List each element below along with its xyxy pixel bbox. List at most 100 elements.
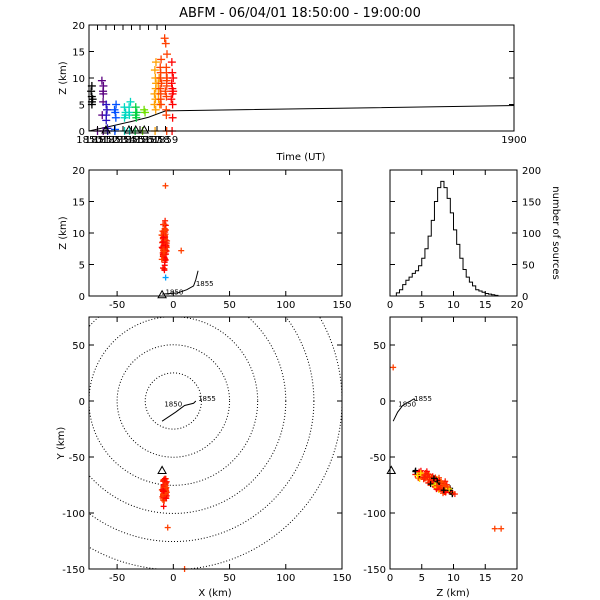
track-time-label: 1855	[414, 395, 432, 403]
z-vs-y-source	[427, 481, 434, 488]
time-height-source	[161, 39, 170, 48]
x-height-source	[160, 252, 167, 259]
plan-y-axis-label: Y (km)	[56, 427, 67, 461]
x-tick-label: 20	[511, 573, 524, 584]
x-tick-label: 15	[479, 573, 492, 584]
time-height-source	[168, 68, 177, 77]
z-vs-y-source	[440, 487, 447, 494]
x-height-source	[178, 247, 185, 254]
z-vs-y-source	[498, 525, 505, 532]
x-height-station-triangle	[157, 289, 167, 299]
time-height-source	[167, 58, 176, 67]
ground-height-line	[88, 105, 515, 132]
time-height-source	[112, 100, 121, 109]
z-vs-y-source	[437, 478, 444, 485]
time-height-y-label: Z (km)	[58, 61, 69, 94]
x-height-source	[161, 267, 168, 274]
x-tick-label: 0	[387, 300, 393, 311]
x-tick-label: -50	[109, 573, 125, 584]
range-ring	[116, 344, 231, 458]
time-height-source	[131, 103, 140, 112]
y-tick-label: 5	[79, 101, 85, 112]
track-time-label: 1855	[198, 395, 216, 403]
x-height-frame	[88, 169, 343, 297]
y-tick-label: 20	[72, 21, 85, 32]
x-tick-label: 5	[419, 300, 425, 311]
x-tick-label: 150	[332, 300, 351, 311]
x-tick-label: 10	[447, 573, 460, 584]
time-axis-label: Time (UT)	[276, 152, 326, 163]
y-tick-label: 10	[72, 74, 85, 85]
x-tick-label: 1853	[102, 135, 127, 146]
time-height-station-triangle	[101, 124, 111, 134]
x-tick-label: 100	[276, 300, 295, 311]
z-vs-y-source	[417, 470, 424, 477]
x-tick-label: 0	[387, 573, 393, 584]
y-tick-label: 10	[72, 229, 85, 240]
x-tick-label: 0	[170, 300, 176, 311]
x-tick-label: 1900	[501, 135, 526, 146]
z-vs-y-source	[430, 475, 437, 482]
x-tick-label: 50	[223, 300, 236, 311]
time-height-source	[157, 100, 166, 109]
x-tick-label: 1851	[85, 135, 110, 146]
x-tick-label: 1857	[136, 135, 161, 146]
plan-view-station-triangle	[157, 465, 167, 474]
time-height-source	[169, 74, 178, 82]
plan-x-axis-label: X (km)	[198, 588, 231, 599]
plan-view-source	[160, 487, 167, 494]
x-height-source	[163, 240, 170, 247]
time-height-source	[157, 55, 166, 64]
y-tick-label: 50	[72, 341, 85, 352]
x-height-source	[160, 234, 167, 241]
y-tick-label: 150	[522, 198, 541, 209]
time-height-source	[162, 50, 171, 59]
x-tick-label: 10	[447, 300, 460, 311]
storm-centroid-track	[161, 400, 197, 422]
track-time-label: 1850	[164, 401, 182, 409]
time-height-source	[151, 105, 160, 114]
y-tick-label: 5	[79, 261, 85, 272]
storm-centroid-track	[162, 270, 199, 295]
plan-view-source	[163, 495, 170, 502]
z-vs-y-x-label: Z (km)	[436, 588, 469, 599]
x-tick-label: 15	[479, 300, 492, 311]
x-height-source	[162, 217, 169, 224]
x-height-source	[161, 248, 168, 255]
y-tick-label: -150	[363, 565, 386, 576]
y-tick-label: 20	[72, 166, 85, 177]
z-vs-y-source	[414, 472, 421, 479]
x-height-source	[161, 227, 168, 234]
x-tick-label: 20	[511, 300, 524, 311]
y-tick-label: 0	[79, 292, 85, 303]
y-tick-label: 15	[72, 48, 85, 59]
y-tick-label: 50	[522, 261, 535, 272]
z-vs-y-source	[491, 525, 498, 532]
time-height-source	[162, 81, 171, 90]
z-vs-y-frame	[389, 316, 518, 570]
y-tick-label: -100	[363, 509, 386, 520]
track-time-label: 1850	[398, 401, 416, 409]
time-height-source	[141, 108, 150, 117]
time-height-source	[87, 87, 96, 96]
y-tick-label: -50	[69, 453, 85, 464]
time-height-source	[99, 89, 108, 98]
x-tick-label: 100	[276, 573, 295, 584]
z-vs-y-source	[424, 473, 431, 480]
figure-title: ABFM - 06/04/01 18:50:00 - 19:00:00	[179, 6, 421, 21]
time-height-source	[111, 113, 120, 122]
z-vs-y-source	[433, 482, 440, 489]
plan-view-frame	[88, 316, 343, 570]
time-height-source	[161, 87, 170, 96]
x-tick-label: -50	[109, 300, 125, 311]
x-tick-label: 1855	[119, 135, 144, 146]
time-height-source	[151, 58, 160, 67]
plan-view-panel: 1850 1855 -50 0 50 100 150 -150 -100 -50 0 50 X (k…	[56, 316, 352, 599]
altitude-histogram-line	[395, 180, 499, 296]
time-height-source	[120, 113, 129, 122]
x-tick-label: 1858	[144, 135, 169, 146]
y-tick-label: 100	[522, 229, 541, 240]
